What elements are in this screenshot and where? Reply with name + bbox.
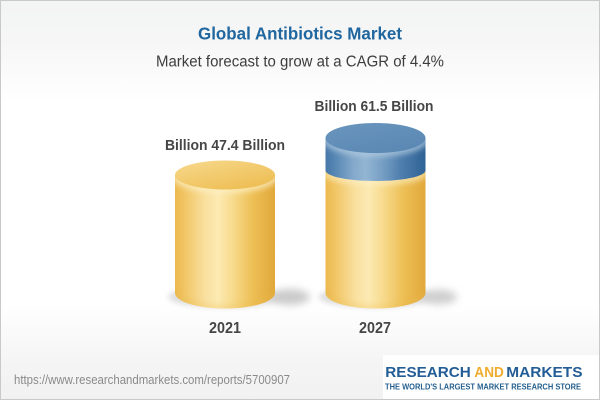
svg-text:Market forecast to grow at a C: Market forecast to grow at a CAGR of 4.4… bbox=[156, 54, 444, 71]
svg-text:2021: 2021 bbox=[209, 320, 241, 337]
svg-text:AND: AND bbox=[474, 364, 504, 381]
svg-text:Global Antibiotics Market: Global Antibiotics Market bbox=[198, 24, 402, 44]
svg-text:RESEARCH: RESEARCH bbox=[385, 364, 471, 381]
svg-text:Billion 61.5 Billion: Billion 61.5 Billion bbox=[315, 99, 434, 115]
svg-text:THE WORLD'S LARGEST MARKET RES: THE WORLD'S LARGEST MARKET RESEARCH STOR… bbox=[385, 382, 581, 392]
svg-text:https://www.researchandmarkets: https://www.researchandmarkets.com/repor… bbox=[14, 373, 290, 387]
svg-text:2027: 2027 bbox=[359, 320, 391, 337]
svg-text:Billion 47.4 Billion: Billion 47.4 Billion bbox=[165, 138, 285, 154]
svg-text:MARKETS: MARKETS bbox=[506, 364, 582, 381]
